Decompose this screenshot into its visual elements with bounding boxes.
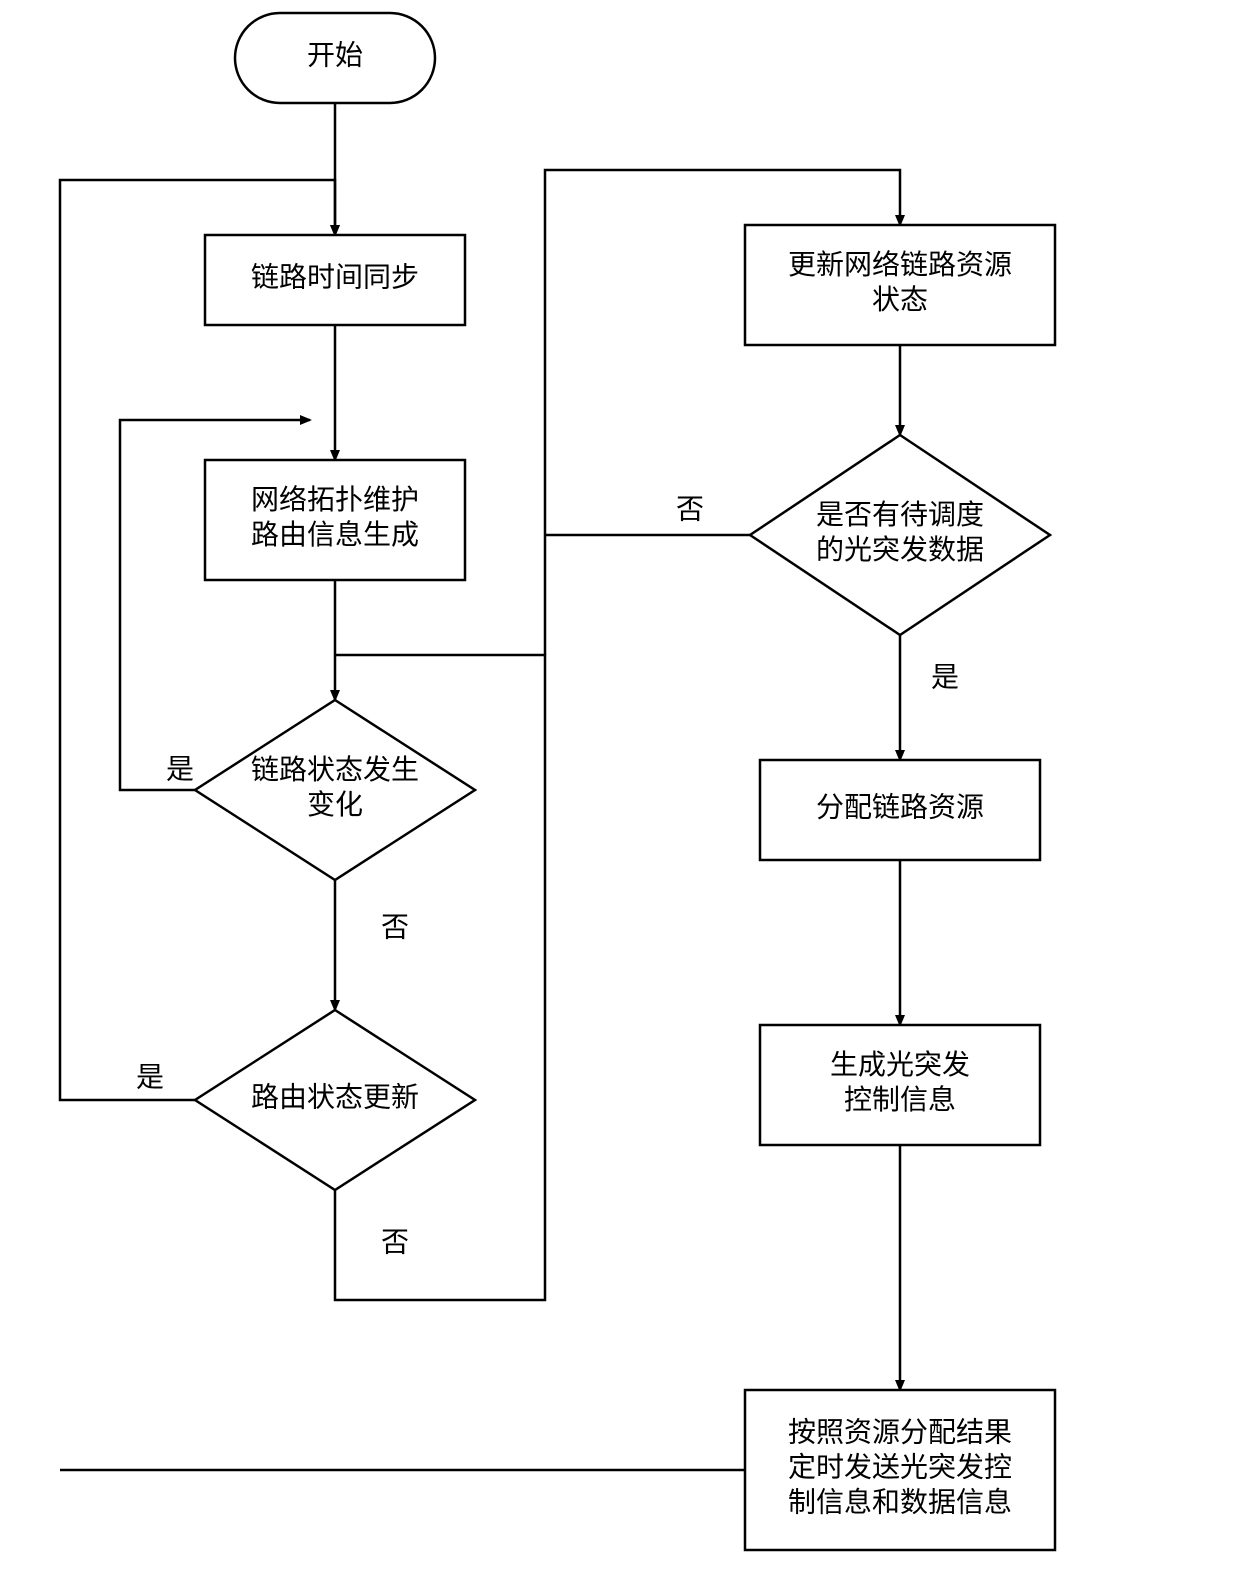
svg-text:变化: 变化 (307, 789, 363, 821)
svg-text:生成光突发: 生成光突发 (830, 1049, 970, 1081)
svg-text:网络拓扑维护: 网络拓扑维护 (251, 484, 419, 516)
svg-text:状态: 状态 (872, 284, 928, 316)
svg-text:链路状态发生: 链路状态发生 (251, 754, 419, 786)
label-d_route_yes: 是 (136, 1062, 164, 1093)
label-d_link_no: 否 (381, 912, 409, 943)
label-d_sched_no: 否 (676, 494, 704, 525)
flowchart-canvas: 开始链路时间同步网络拓扑维护路由信息生成链路状态发生变化路由状态更新更新网络链路… (0, 0, 1240, 1594)
label-d_sched_yes: 是 (931, 662, 959, 693)
svg-text:的光突发数据: 的光突发数据 (816, 534, 984, 566)
node-d_link: 链路状态发生变化 (195, 700, 475, 880)
node-send: 按照资源分配结果定时发送光突发控制信息和数据信息 (745, 1390, 1055, 1550)
node-d_sched: 是否有待调度的光突发数据 (750, 435, 1050, 635)
svg-text:是否有待调度: 是否有待调度 (816, 499, 984, 531)
svg-text:定时发送光突发控: 定时发送光突发控 (788, 1451, 1012, 1483)
svg-text:按照资源分配结果: 按照资源分配结果 (788, 1416, 1012, 1448)
label-d_route_no: 否 (381, 1227, 409, 1258)
svg-text:路由状态更新: 路由状态更新 (251, 1081, 419, 1113)
svg-text:制信息和数据信息: 制信息和数据信息 (788, 1486, 1012, 1518)
svg-text:更新网络链路资源: 更新网络链路资源 (788, 249, 1012, 281)
node-start: 开始 (235, 13, 435, 103)
svg-text:分配链路资源: 分配链路资源 (816, 791, 984, 823)
svg-text:路由信息生成: 路由信息生成 (251, 519, 419, 551)
node-topo: 网络拓扑维护路由信息生成 (205, 460, 465, 580)
node-gen_ctrl: 生成光突发控制信息 (760, 1025, 1040, 1145)
label-d_link_yes: 是 (166, 754, 194, 785)
node-alloc: 分配链路资源 (760, 760, 1040, 860)
svg-text:链路时间同步: 链路时间同步 (251, 261, 419, 293)
nodes-layer: 开始链路时间同步网络拓扑维护路由信息生成链路状态发生变化路由状态更新更新网络链路… (195, 13, 1055, 1550)
svg-text:控制信息: 控制信息 (844, 1084, 956, 1116)
node-update_res: 更新网络链路资源状态 (745, 225, 1055, 345)
node-d_route: 路由状态更新 (195, 1010, 475, 1190)
node-sync: 链路时间同步 (205, 235, 465, 325)
svg-text:开始: 开始 (307, 39, 363, 71)
